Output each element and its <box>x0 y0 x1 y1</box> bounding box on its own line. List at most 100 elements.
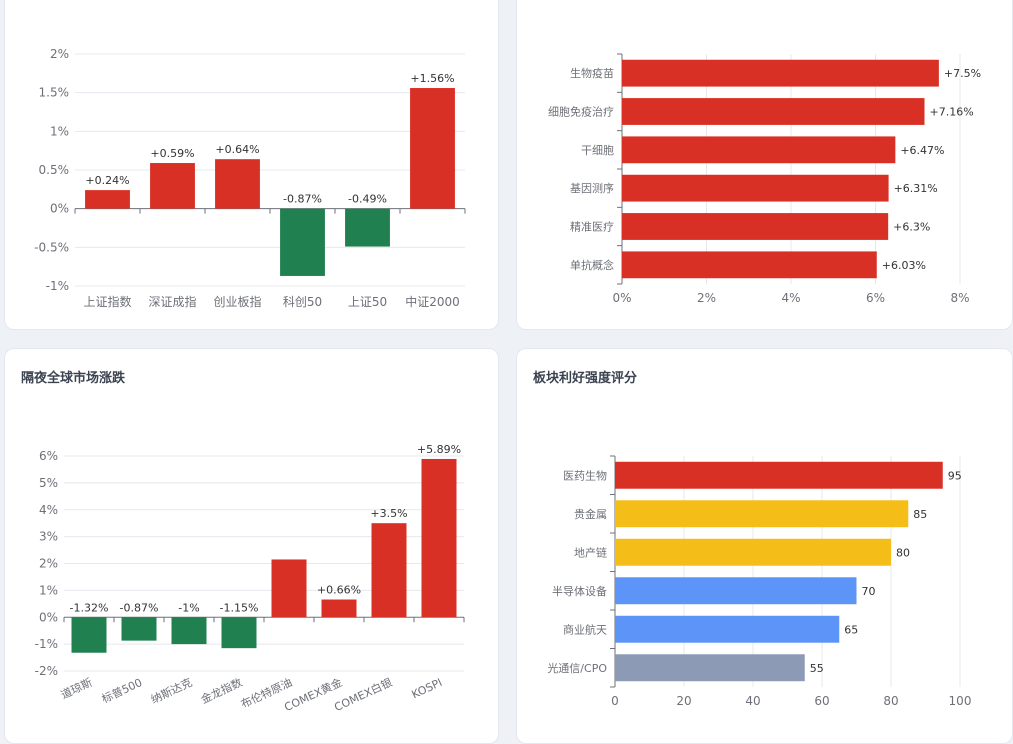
bar <box>615 461 943 489</box>
x-category-label: 标普500 <box>99 675 144 706</box>
bar <box>150 163 195 209</box>
y-tick-label: 0% <box>39 610 58 624</box>
y-category-label: 细胞免疫治疗 <box>548 105 614 119</box>
y-category-label: 基因测序 <box>570 181 614 195</box>
bar <box>622 251 877 279</box>
y-category-label: 精准医疗 <box>570 220 614 234</box>
bar-value-label: +1.56% <box>410 72 454 85</box>
bar-value-label: +7.5% <box>944 67 981 80</box>
x-category-label: KOSPI <box>410 676 445 701</box>
x-category-label: 上证50 <box>348 295 387 309</box>
bar <box>622 136 896 164</box>
y-tick-label: -1% <box>35 637 58 651</box>
bar <box>71 617 107 653</box>
bar-value-label: -0.87% <box>120 601 159 614</box>
card-scores: 板块利好强度评分 0 20 40 60 80 100 95 医药生物 85 贵金属 80 地产链 70 半… <box>516 348 1013 744</box>
chart-title-global: 隔夜全球市场涨跌 <box>21 371 126 386</box>
bar-value-label: 95 <box>948 469 962 482</box>
x-tick-label: 100 <box>949 694 972 708</box>
bar-value-label: 70 <box>862 585 876 598</box>
bar-value-label: +0.24% <box>85 174 129 187</box>
y-category-label: 干细胞 <box>581 144 614 157</box>
y-category-label: 生物疫苗 <box>570 66 614 80</box>
chart-indices: 2% 1.5% 1% 0.5% 0% -0.5% -1% +0.24% 上证指数 +0.59% 深证… <box>34 47 466 309</box>
x-category-label: 上证指数 <box>83 294 131 309</box>
x-tick-label: 0% <box>612 291 631 305</box>
y-category-label: 医药生物 <box>563 468 607 482</box>
bar-value-label: -1.15% <box>220 601 259 614</box>
x-tick-label: 60 <box>814 694 829 708</box>
bar <box>615 500 909 528</box>
bar-value-label: +5.89% <box>417 443 461 456</box>
bar-value-label: +7.16% <box>930 106 974 119</box>
y-tick-label: 5% <box>39 476 58 490</box>
y-tick-label: 4% <box>39 503 58 517</box>
y-category-label: 商业航天 <box>563 622 607 636</box>
x-tick-label: 20 <box>676 694 691 708</box>
bar <box>345 208 390 247</box>
bar-value-label: +6.3% <box>893 221 930 234</box>
y-tick-label: 0% <box>50 202 69 216</box>
bar-value-label: +6.31% <box>894 182 938 195</box>
x-tick-label: 0 <box>611 694 619 708</box>
bar <box>615 538 891 566</box>
chart-title-scores: 板块利好强度评分 <box>533 371 638 386</box>
bar <box>371 523 407 618</box>
bar <box>622 59 939 87</box>
chart-sectors: 0% 2% 4% 6% 8% +7.5% 生物疫苗 +7.16% 细胞免疫治疗 +6.47% 干细胞… <box>548 53 981 305</box>
card-indices: 2% 1.5% 1% 0.5% 0% -0.5% -1% +0.24% 上证指数 +0.59% 深证… <box>4 0 499 330</box>
y-category-label: 单抗概念 <box>570 258 614 272</box>
bar-value-label: 55 <box>810 662 824 675</box>
bar <box>271 559 307 618</box>
bar-value-label: 65 <box>844 623 858 636</box>
x-category-label: 创业板指 <box>213 294 261 309</box>
y-tick-label: -1% <box>46 279 69 293</box>
y-tick-label: 1% <box>39 583 58 597</box>
bar <box>622 174 889 202</box>
y-tick-label: 6% <box>39 449 58 463</box>
bar-value-label: +0.59% <box>150 147 194 160</box>
chart-scores: 0 20 40 60 80 100 95 医药生物 85 贵金属 80 地产链 70 半导体设备 65 商业航… <box>547 455 972 708</box>
y-category-label: 地产链 <box>574 545 607 559</box>
bar-value-label: +6.47% <box>900 144 944 157</box>
bar-value-label: 85 <box>913 508 927 521</box>
y-tick-label: 1.5% <box>39 86 70 100</box>
card-sectors: 0% 2% 4% 6% 8% +7.5% 生物疫苗 +7.16% 细胞免疫治疗 +6.47% 干细胞… <box>516 0 1013 330</box>
y-tick-label: 1% <box>50 124 69 138</box>
bar-value-label: -0.49% <box>348 193 387 206</box>
bar <box>321 599 357 618</box>
bar <box>215 159 260 209</box>
y-category-label: 光通信/CPO <box>547 661 607 675</box>
y-tick-label: 2% <box>50 47 69 61</box>
bar-value-label: -1% <box>178 601 199 614</box>
bar-value-label: -1.32% <box>70 601 109 614</box>
x-category-label: 中证2000 <box>405 294 460 309</box>
x-tick-label: 6% <box>866 291 885 305</box>
bar-value-label: +0.64% <box>215 143 259 156</box>
bar <box>622 213 889 240</box>
x-category-label: COMEX白银 <box>332 675 394 714</box>
bar-value-label: 80 <box>896 546 910 559</box>
y-tick-label: -0.5% <box>34 240 69 254</box>
bar <box>85 190 130 209</box>
bar <box>615 577 857 605</box>
x-category-label: 深证成指 <box>148 294 196 309</box>
x-tick-label: 4% <box>781 291 800 305</box>
bar <box>410 88 455 209</box>
x-tick-label: 80 <box>883 694 898 708</box>
bar <box>622 98 925 125</box>
x-tick-label: 2% <box>697 291 716 305</box>
x-tick-label: 8% <box>950 291 969 305</box>
bar-value-label: +6.03% <box>882 259 926 272</box>
x-category-label: 金龙指数 <box>198 675 244 706</box>
y-category-label: 半导体设备 <box>552 584 607 598</box>
bar <box>615 654 805 682</box>
bar <box>171 617 207 645</box>
bar <box>421 458 457 618</box>
y-tick-label: 0.5% <box>39 163 70 177</box>
bar <box>280 208 325 276</box>
bar <box>221 617 257 649</box>
x-category-label: 道琼斯 <box>58 675 94 702</box>
y-tick-label: 3% <box>39 530 58 544</box>
bar-value-label: +0.66% <box>317 584 361 597</box>
